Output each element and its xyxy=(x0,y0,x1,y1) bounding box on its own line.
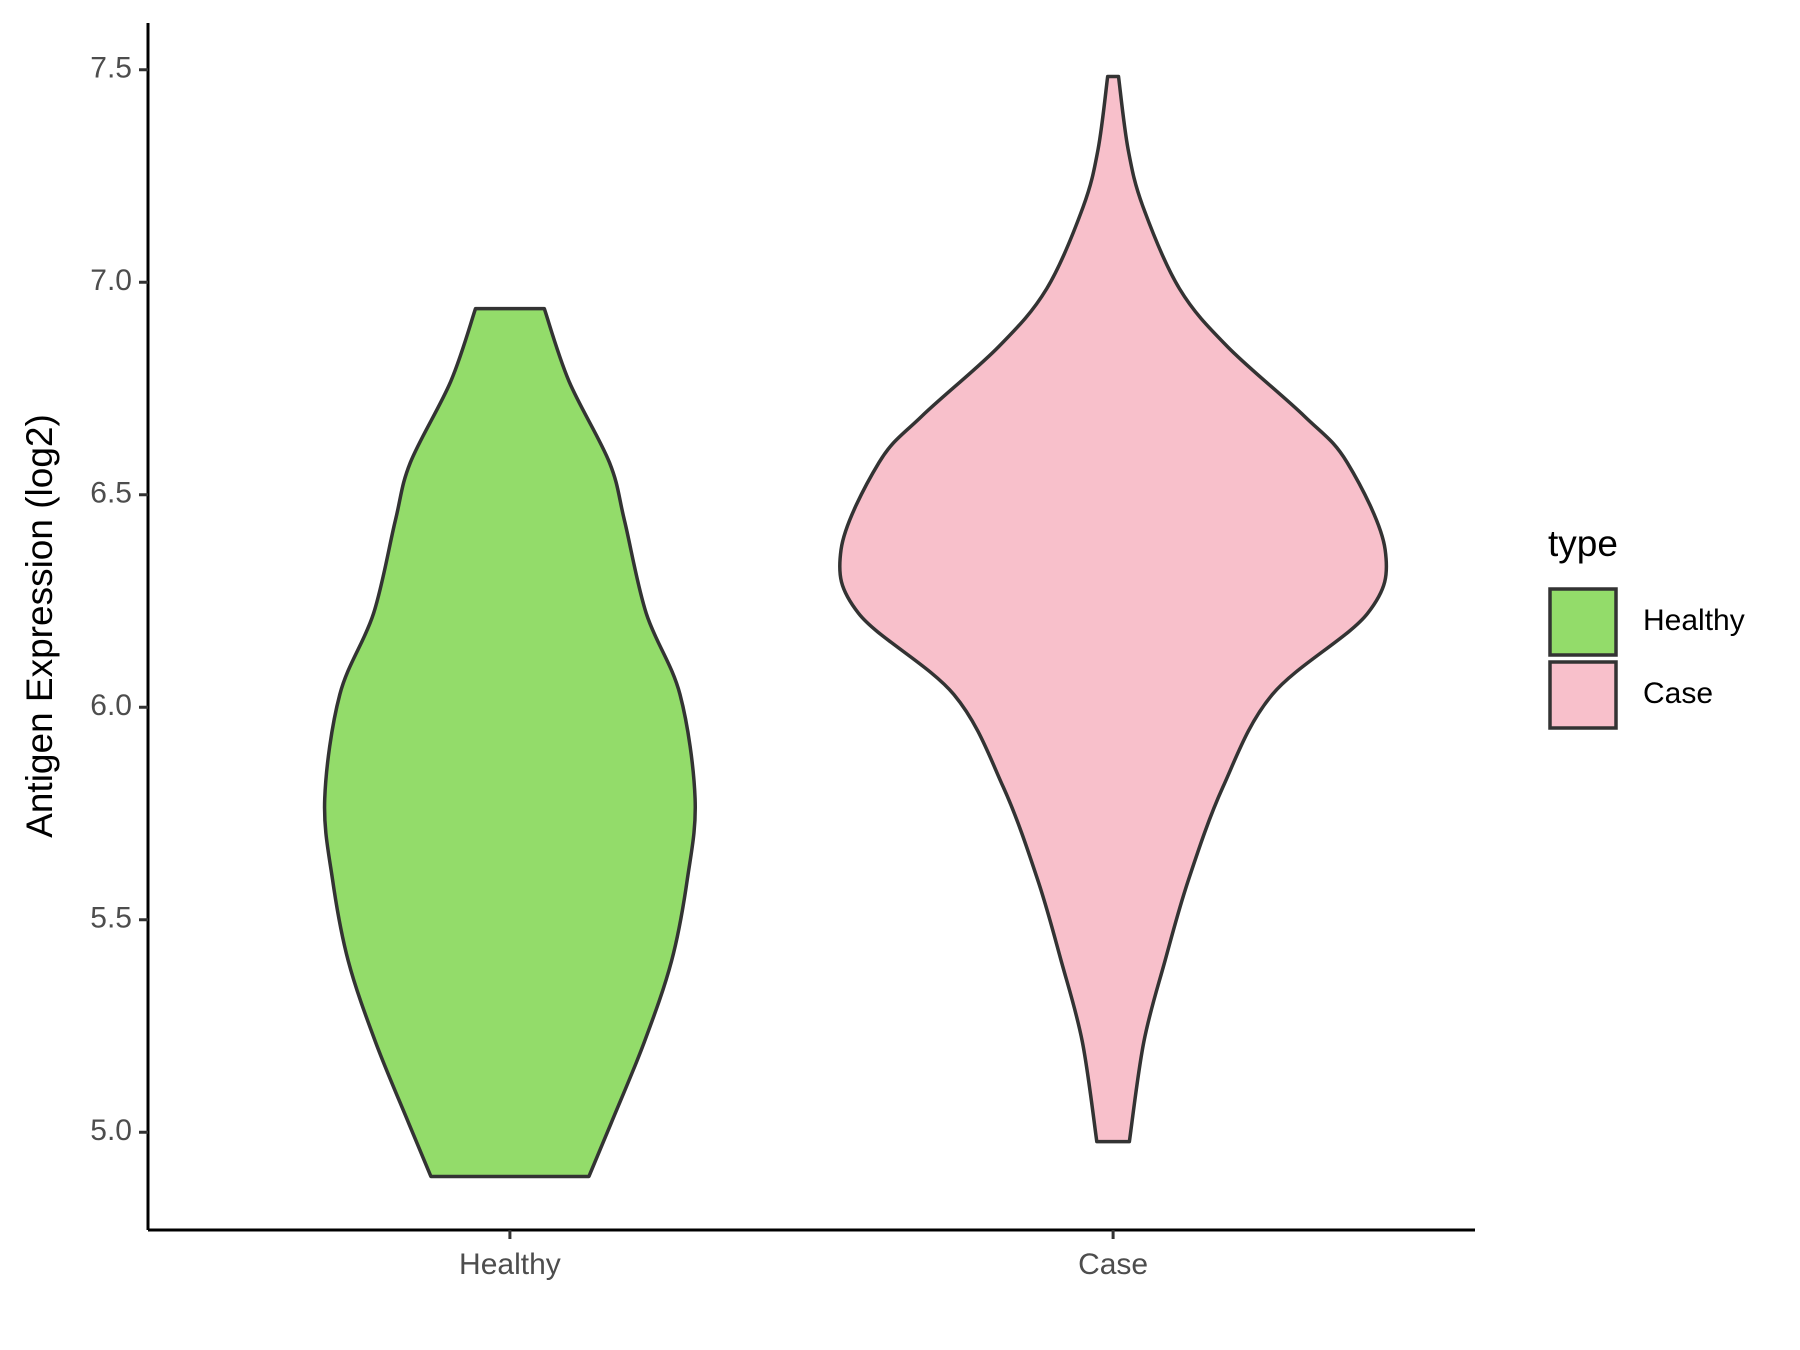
y-tick-label: 6.5 xyxy=(90,477,132,510)
x-tick-label: Case xyxy=(1078,1248,1148,1281)
legend-label: Healthy xyxy=(1643,604,1745,637)
x-tick-label: Healthy xyxy=(459,1248,561,1281)
legend-label: Case xyxy=(1643,677,1713,710)
y-tick-label: 5.0 xyxy=(90,1114,132,1147)
legend-key xyxy=(1548,660,1618,730)
legend-key xyxy=(1548,587,1618,657)
violin xyxy=(322,306,698,1179)
y-axis-label: Antigen Expression (log2) xyxy=(19,414,60,838)
y-tick-label: 7.0 xyxy=(90,264,132,297)
y-tick-label: 7.5 xyxy=(90,52,132,85)
y-tick-label: 5.5 xyxy=(90,902,132,935)
y-tick-label: 6.0 xyxy=(90,689,132,722)
violin xyxy=(837,74,1389,1144)
legend-title: type xyxy=(1548,523,1618,564)
